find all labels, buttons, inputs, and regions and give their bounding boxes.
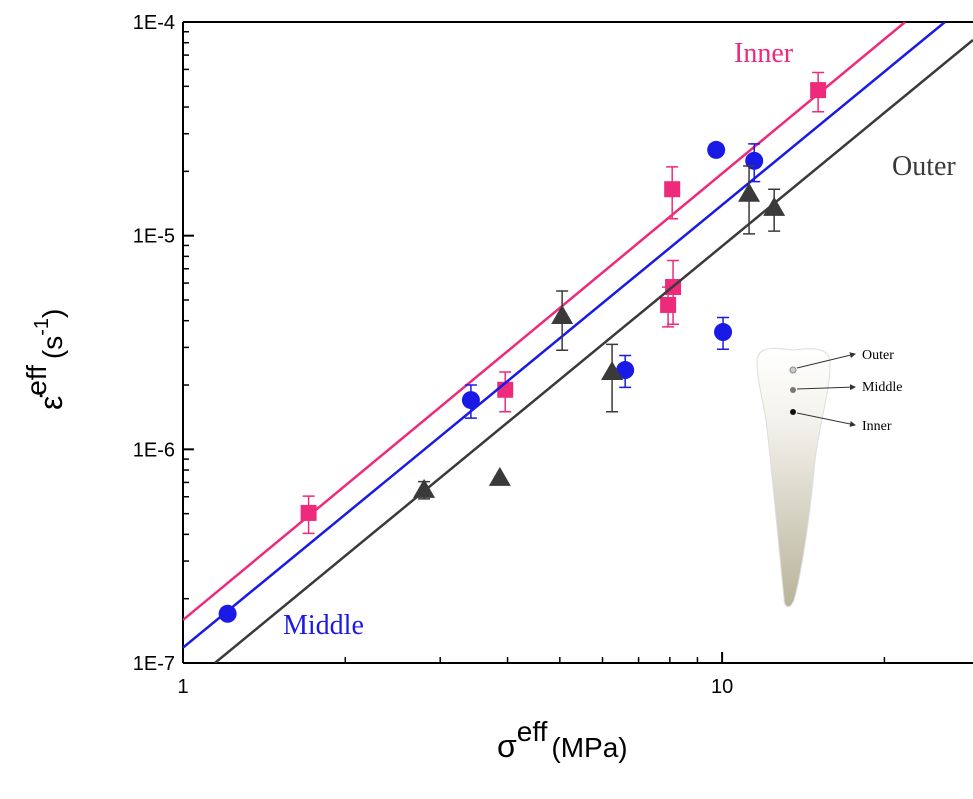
arrow: [796, 352, 856, 369]
site-dot: [790, 387, 796, 393]
point: [664, 181, 681, 198]
arrow: [796, 384, 856, 391]
point: [551, 304, 574, 324]
point: [616, 361, 635, 380]
y-tick-label: 1E-5: [133, 226, 175, 248]
axis-sup: eff: [21, 365, 52, 396]
point: [745, 151, 764, 170]
series-label: Outer: [892, 151, 956, 182]
inset: Outer Middle Inner: [756, 347, 902, 607]
x-axis-title: σeff(MPa): [497, 716, 628, 764]
point: [810, 82, 827, 99]
axis-unit: (s: [37, 336, 68, 359]
axis-sup: eff: [517, 716, 548, 747]
arrow: [796, 412, 856, 427]
point: [738, 182, 761, 202]
inset-label: Inner: [862, 419, 892, 434]
axes: [182, 21, 973, 664]
point: [413, 478, 436, 498]
point: [707, 140, 726, 159]
axis-symbol: σ: [497, 728, 517, 764]
plot-area: [183, 22, 973, 663]
axis-unit: (MPa): [551, 732, 627, 763]
axis-symbol: ε̇: [33, 394, 69, 410]
point: [763, 196, 786, 216]
fit-line: [183, 22, 946, 649]
inset-label: Outer: [862, 348, 894, 363]
site-dot: [790, 409, 796, 415]
point: [601, 361, 624, 381]
point: [488, 466, 511, 486]
axis-unit-sup: -1: [31, 318, 53, 336]
point: [660, 296, 677, 313]
y-tick-label: 1E-7: [133, 653, 175, 675]
point: [714, 323, 733, 342]
point: [218, 604, 237, 623]
y-tick-label: 1E-6: [133, 439, 175, 461]
point: [461, 391, 480, 410]
x-tick-label: 1: [177, 676, 188, 698]
x-tick-label: 10: [711, 676, 733, 698]
y-tick-label: 1E-4: [133, 12, 175, 34]
point: [300, 504, 317, 521]
series-label: Middle: [283, 610, 364, 641]
site-dot: [789, 366, 797, 374]
series-label: Inner: [734, 38, 794, 69]
tooth: [756, 347, 831, 607]
fit-line: [214, 38, 973, 663]
axis-unit: ): [37, 309, 68, 318]
y-axis-title: ε̇eff (s-1): [21, 309, 69, 410]
inset-label: Middle: [862, 380, 902, 395]
